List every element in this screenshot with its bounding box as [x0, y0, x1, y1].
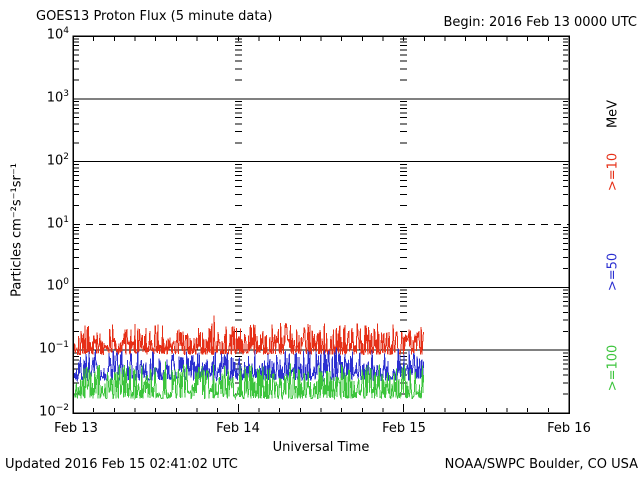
x-ticks	[93, 37, 549, 412]
y-tick-label: 100	[46, 277, 69, 294]
y-tick-label: 101	[46, 214, 69, 231]
y-axis-label: Particles cm⁻²s⁻¹sr⁻¹	[9, 163, 25, 297]
series-line-100	[72, 361, 424, 401]
series-line-50	[72, 347, 424, 383]
legend-ge50: >=50	[605, 252, 621, 292]
y-tick-label: 103	[46, 88, 69, 106]
legend-ge10: >=10	[605, 152, 621, 192]
x-tick-label-feb15: Feb 15	[382, 421, 426, 436]
y-tick-label: 10−2	[39, 403, 69, 420]
x-tick-label-feb16: Feb 16	[547, 421, 591, 436]
y-tick-label: 104	[46, 26, 69, 43]
x-axis-label: Universal Time	[272, 440, 370, 455]
right-axis-units-label: MeV	[605, 99, 621, 129]
chart-title: GOES13 Proton Flux (5 minute data)	[36, 9, 273, 24]
begin-time-label: Begin: 2016 Feb 13 0000 UTC	[443, 15, 637, 30]
decade-gridlines	[73, 98, 569, 351]
y-tick-label: 10−1	[39, 340, 69, 357]
plot-frame	[72, 35, 570, 414]
series-line-10	[72, 315, 424, 357]
updated-timestamp: Updated 2016 Feb 15 02:41:02 UTC	[5, 457, 238, 472]
day-boundary-columns	[234, 38, 408, 395]
y-tick-label: 102	[46, 151, 69, 168]
x-tick-label-feb14: Feb 14	[216, 421, 260, 436]
legend-ge100: >=100	[605, 344, 621, 392]
credit-label: NOAA/SWPC Boulder, CO USA	[444, 457, 638, 472]
series-traces	[72, 315, 424, 401]
x-tick-label-feb13: Feb 13	[54, 421, 98, 436]
